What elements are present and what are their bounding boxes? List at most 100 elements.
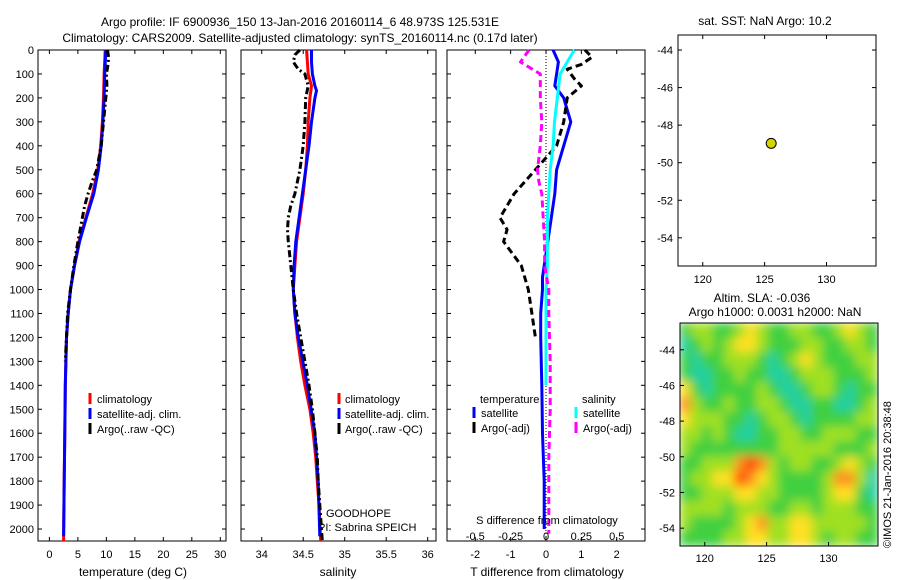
- heatmap-cell: [745, 367, 758, 383]
- heatmap-cell: [778, 352, 791, 369]
- series-satellite: [544, 49, 576, 386]
- heatmap-cell: [833, 337, 846, 354]
- sla-subtitle: Argo h1000: 0.0031 h2000: NaN: [689, 305, 862, 319]
- heatmap-cell: [723, 530, 736, 546]
- heatmap-cell: [844, 411, 857, 428]
- x-tick-label: 120: [696, 553, 714, 565]
- heatmap-cell: [690, 352, 703, 369]
- heatmap-cell: [767, 486, 780, 502]
- s-tick-label: 0: [543, 531, 549, 543]
- heatmap-cell: [756, 411, 769, 428]
- heatmap-cell: [778, 337, 791, 354]
- heatmap-cell: [745, 396, 758, 413]
- heatmap-cell: [734, 396, 747, 413]
- legend-label: Argo(-adj): [481, 423, 530, 435]
- legend-label: Argo(..raw -QC): [97, 424, 175, 436]
- heatmap-cell: [767, 411, 780, 428]
- sst-title: sat. SST: NaN Argo: 10.2: [698, 14, 832, 28]
- heatmap-cell: [712, 530, 725, 546]
- heatmap-cell: [844, 367, 857, 383]
- heatmap-cell: [734, 367, 747, 383]
- heatmap-cell: [789, 515, 802, 532]
- sla-title: Altim. SLA: -0.036: [714, 291, 811, 305]
- heatmap-cell: [712, 337, 725, 354]
- y-tick-label: 800: [16, 237, 34, 249]
- heatmap-cell: [745, 411, 758, 428]
- heatmap-cell: [855, 500, 868, 517]
- heatmap-cell: [833, 352, 846, 369]
- legend-label: satellite: [583, 408, 620, 420]
- heatmap-cell: [767, 515, 780, 532]
- heatmap-cell: [767, 381, 780, 398]
- heatmap-cell: [734, 515, 747, 532]
- heatmap-cell: [734, 500, 747, 517]
- heatmap-cell: [855, 352, 868, 369]
- heatmap-cell: [789, 426, 802, 443]
- heatmap-cell: [822, 396, 835, 413]
- heatmap-cell: [866, 381, 878, 398]
- heatmap-cell: [712, 381, 725, 398]
- heatmap-cell: [680, 396, 692, 413]
- y-tick-label: -50: [659, 452, 675, 464]
- heatmap-cell: [800, 337, 813, 354]
- heatmap-cell: [680, 337, 692, 354]
- y-tick-label: 1300: [10, 356, 34, 368]
- series-argo-raw-qc-: [286, 48, 324, 542]
- heatmap-cell: [701, 337, 714, 354]
- heatmap-cell: [778, 426, 791, 443]
- y-tick-label: -52: [659, 487, 675, 499]
- heatmap-cell: [855, 411, 868, 428]
- y-tick-label: 900: [16, 261, 34, 273]
- heatmap-cell: [701, 367, 714, 383]
- heatmap-cell: [866, 396, 878, 413]
- heatmap-cell: [789, 367, 802, 383]
- series-argo-raw-qc-: [63, 49, 111, 362]
- temperature-panel: 0100200300400500600700800900100011001200…: [10, 45, 227, 579]
- heatmap-cell: [800, 426, 813, 443]
- heatmap-cell: [800, 323, 813, 339]
- x-tick-label: 30: [214, 549, 226, 561]
- heatmap-cell: [767, 441, 780, 458]
- sla-map-axes: [679, 322, 879, 547]
- heatmap-cell: [745, 471, 758, 488]
- heatmap-cell: [778, 515, 791, 532]
- heatmap-cell: [778, 396, 791, 413]
- heatmap-cell: [811, 515, 824, 532]
- heatmap-cell: [680, 411, 692, 428]
- heatmap-cell: [745, 486, 758, 502]
- heatmap-cell: [680, 530, 692, 546]
- x-tick-label: 35.5: [376, 549, 397, 561]
- heatmap-cell: [734, 411, 747, 428]
- heatmap-cell: [690, 337, 703, 354]
- heatmap-cell: [712, 486, 725, 502]
- heatmap-cell: [866, 337, 878, 354]
- heatmap-cell: [701, 426, 714, 443]
- heatmap-cell: [701, 381, 714, 398]
- y-tick-label: 600: [16, 189, 34, 201]
- heatmap-cell: [690, 456, 703, 473]
- heatmap-cell: [811, 486, 824, 502]
- y-tick-label: -54: [659, 523, 675, 535]
- heatmap-cell: [778, 530, 791, 546]
- y-tick-label: 1900: [10, 500, 34, 512]
- heatmap-cell: [767, 323, 780, 339]
- heatmap-cell: [745, 500, 758, 517]
- heatmap-cell: [789, 486, 802, 502]
- y-tick-label: 2000: [10, 524, 34, 536]
- s-tick-label: -0.25: [498, 531, 523, 543]
- x-tick-label: 25: [186, 549, 198, 561]
- heatmap-cell: [690, 381, 703, 398]
- heatmap-cell: [712, 396, 725, 413]
- heatmap-cell: [866, 367, 878, 383]
- heatmap-cell: [811, 530, 824, 546]
- heatmap-cell: [833, 515, 846, 532]
- heatmap-cell: [800, 471, 813, 488]
- heatmap-cell: [866, 530, 878, 546]
- salinity-axes: [240, 49, 437, 542]
- heatmap-cell: [690, 500, 703, 517]
- heatmap-cell: [701, 323, 714, 339]
- heatmap-cell: [800, 441, 813, 458]
- heatmap-cell: [811, 500, 824, 517]
- x-tick-label: 36: [422, 549, 434, 561]
- sla-map: Altim. SLA: -0.036 Argo h1000: 0.0031 h2…: [659, 291, 879, 565]
